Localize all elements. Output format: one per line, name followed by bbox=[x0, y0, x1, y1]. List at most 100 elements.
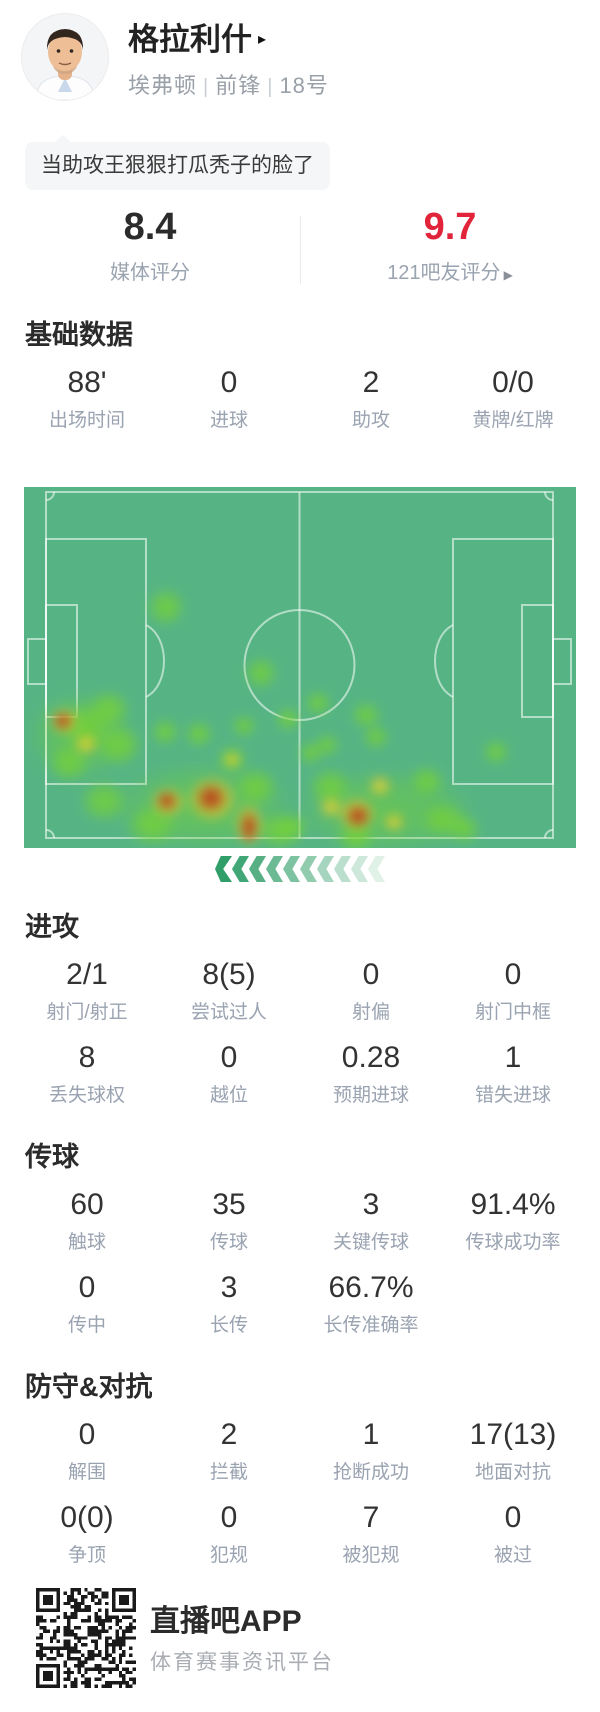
player-identity: 格拉利什 ▸ 埃弗顿 | 前锋 | 18号 bbox=[128, 14, 329, 100]
heat-blob-green bbox=[275, 706, 301, 732]
heatmap-pitch bbox=[24, 487, 576, 848]
heatmap-layer bbox=[24, 487, 576, 848]
stat-cell: 0(0) 争顶 bbox=[16, 1497, 158, 1572]
chevron-left-icon bbox=[334, 856, 351, 882]
heat-blob-green bbox=[409, 765, 445, 797]
stat-label: 黄牌/红牌 bbox=[472, 410, 554, 431]
stat-label: 丢失球权 bbox=[48, 1085, 125, 1106]
stat-label: 传球 bbox=[209, 1232, 248, 1253]
stat-label: 地面对抗 bbox=[474, 1462, 551, 1483]
stat-cell: 66.7% 长传准确率 bbox=[300, 1267, 442, 1342]
stat-value: 1 bbox=[362, 1418, 380, 1451]
heat-blob-red bbox=[156, 791, 178, 811]
app-name: 直播吧APP bbox=[150, 1605, 302, 1638]
stat-value: 0 bbox=[220, 1501, 238, 1534]
footer-text: 直播吧APP 体育赛事资讯平台 bbox=[150, 1583, 334, 1676]
heat-blob-red bbox=[195, 783, 227, 813]
stat-cell: 0 射门中框 bbox=[442, 954, 584, 1029]
fans-rating-label: 121吧友评分 bbox=[387, 262, 501, 284]
stat-value: 0 bbox=[362, 958, 380, 991]
stat-label: 助攻 bbox=[351, 410, 390, 431]
stat-cell: 3 长传 bbox=[158, 1267, 300, 1342]
stat-cell bbox=[442, 1267, 584, 1342]
media-rating-label: 媒体评分 bbox=[110, 262, 190, 284]
player-name-link[interactable]: 格拉利什 ▸ bbox=[128, 22, 329, 58]
fans-rating-value: 9.7 bbox=[423, 206, 477, 248]
chevron-left-icon bbox=[266, 856, 283, 882]
stat-value: 0 bbox=[78, 1418, 96, 1451]
chevron-left-icon bbox=[300, 856, 317, 882]
stat-value: 0(0) bbox=[60, 1501, 114, 1534]
heat-blob-red bbox=[345, 804, 371, 828]
stat-cell: 35 传球 bbox=[158, 1184, 300, 1259]
section-title-defense: 防守&对抗 bbox=[25, 1372, 153, 1402]
heat-blob-red bbox=[240, 810, 258, 844]
heat-blob-green bbox=[244, 656, 278, 690]
team-name: 埃弗顿 bbox=[128, 73, 198, 98]
heat-blob-green bbox=[482, 739, 510, 765]
player-avatar[interactable] bbox=[22, 14, 108, 100]
stat-label: 进球 bbox=[209, 410, 248, 431]
player-number: 18号 bbox=[279, 73, 329, 98]
stat-cell: 0 传中 bbox=[16, 1267, 158, 1342]
stat-cell: 0 越位 bbox=[158, 1037, 300, 1112]
stat-cell: 0/0 黄牌/红牌 bbox=[442, 362, 584, 437]
player-meta: 埃弗顿 | 前锋 | 18号 bbox=[128, 68, 329, 100]
heat-blob-yellow bbox=[383, 812, 405, 832]
section-title-basic: 基础数据 bbox=[25, 320, 133, 350]
meta-separator: | bbox=[267, 76, 274, 98]
stat-cell: 0 进球 bbox=[158, 362, 300, 437]
stat-cell: 8 丢失球权 bbox=[16, 1037, 158, 1112]
stat-cell: 0 解围 bbox=[16, 1414, 158, 1489]
stat-cell: 0 犯规 bbox=[158, 1497, 300, 1572]
stat-value: 1 bbox=[504, 1041, 522, 1074]
heat-blob-green bbox=[79, 779, 129, 823]
stat-cell: 2 拦截 bbox=[158, 1414, 300, 1489]
stat-label: 射门中框 bbox=[474, 1002, 551, 1023]
fans-rating-link[interactable]: 121吧友评分 ▶ bbox=[300, 256, 600, 285]
player-avatar-illustration bbox=[22, 14, 108, 100]
fans-rating: 9.7 121吧友评分 ▶ bbox=[300, 204, 600, 290]
heat-blob-green bbox=[146, 587, 186, 627]
stat-value: 8(5) bbox=[202, 958, 256, 991]
stat-value: 0 bbox=[220, 366, 238, 399]
meta-separator: | bbox=[203, 76, 210, 98]
heat-blob-yellow bbox=[74, 733, 98, 755]
heat-blob-green bbox=[362, 724, 390, 750]
stat-label: 射门/射正 bbox=[46, 1002, 128, 1023]
stat-value: 88' bbox=[67, 366, 107, 399]
stat-label: 长传 bbox=[209, 1315, 248, 1336]
stat-value: 0/0 bbox=[492, 366, 534, 399]
section-title-passing: 传球 bbox=[25, 1142, 79, 1172]
heat-blob-green bbox=[150, 718, 180, 746]
hot-comment-bubble[interactable]: 当助攻王狠狠打瓜秃子的脸了 bbox=[25, 142, 330, 190]
name-arrow-icon: ▸ bbox=[258, 31, 267, 48]
chevron-left-icon bbox=[283, 856, 300, 882]
stat-label: 被犯规 bbox=[342, 1545, 400, 1566]
stat-value: 60 bbox=[70, 1188, 104, 1221]
stat-cell: 2 助攻 bbox=[300, 362, 442, 437]
stat-cell: 91.4% 传球成功率 bbox=[442, 1184, 584, 1259]
stat-value: 0 bbox=[504, 1501, 522, 1534]
chevron-left-icon bbox=[368, 856, 385, 882]
stat-value: 17(13) bbox=[469, 1418, 557, 1451]
stat-label: 抢断成功 bbox=[332, 1462, 409, 1483]
attack-stats-grid: 2/1 射门/射正 8(5) 尝试过人 0 射偏 0 射门中框 8 丢失球权 0 越位 0.28 预期进球… bbox=[0, 954, 600, 1112]
heat-blob-green bbox=[447, 814, 481, 844]
defense-stats-grid: 0 解围 2 拦截 1 抢断成功 17(13) 地面对抗 0(0) 争顶 0 犯规 7 被犯规 0 被过 bbox=[0, 1414, 600, 1572]
section-title-attack: 进攻 bbox=[25, 912, 79, 942]
stat-label: 越位 bbox=[209, 1085, 248, 1106]
ratings-panel: 8.4 媒体评分 9.7 121吧友评分 ▶ bbox=[0, 204, 600, 290]
media-rating-value: 8.4 bbox=[123, 206, 177, 248]
stat-label: 传中 bbox=[67, 1315, 106, 1336]
chevron-left-icon bbox=[249, 856, 266, 882]
heat-blob-green bbox=[184, 720, 214, 748]
stat-value: 7 bbox=[362, 1501, 380, 1534]
stat-label: 犯规 bbox=[209, 1545, 248, 1566]
player-position: 前锋 bbox=[215, 73, 262, 98]
attack-direction-indicator bbox=[0, 856, 600, 882]
chevron-left-icon bbox=[215, 856, 232, 882]
stat-label: 尝试过人 bbox=[190, 1002, 267, 1023]
stat-value: 0.28 bbox=[341, 1041, 401, 1074]
